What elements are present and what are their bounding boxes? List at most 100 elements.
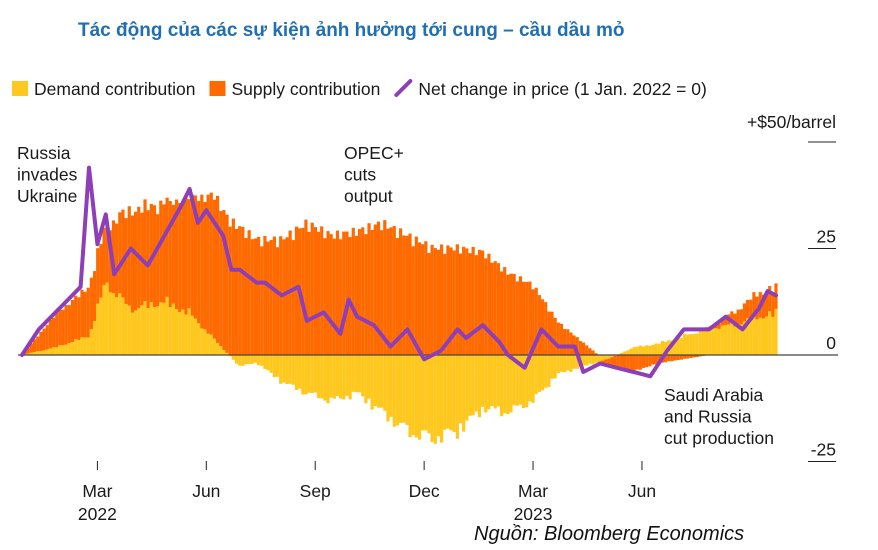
supply-bar — [219, 211, 223, 347]
demand-bar — [99, 297, 103, 355]
demand-bar — [648, 345, 652, 355]
demand-bar — [424, 355, 428, 431]
supply-bar — [209, 192, 213, 335]
supply-bar — [364, 234, 368, 355]
supply-bar — [39, 331, 43, 352]
supply-bar — [544, 302, 548, 355]
demand-bar — [351, 355, 355, 392]
supply-bar — [682, 355, 687, 359]
demand-bar — [487, 355, 491, 410]
demand-bar — [348, 355, 352, 400]
demand-bar — [408, 355, 412, 438]
supply-bar — [187, 199, 191, 309]
supply-bar — [238, 226, 242, 355]
supply-bar — [351, 227, 355, 355]
demand-bar — [462, 355, 466, 432]
demand-bar — [673, 339, 677, 355]
supply-bar — [764, 291, 769, 317]
supply-bar — [168, 201, 172, 307]
demand-bar — [115, 297, 119, 355]
supply-bar — [506, 274, 510, 355]
x-tick-label-4: Dec — [409, 481, 440, 501]
supply-bar — [51, 317, 56, 348]
demand-bar — [354, 355, 359, 393]
supply-bar — [294, 226, 299, 355]
demand-bar — [402, 355, 406, 423]
supply-bar — [481, 250, 485, 355]
supply-bar — [67, 305, 71, 344]
supply-bar — [667, 355, 671, 362]
demand-bar — [392, 355, 396, 427]
demand-bar — [238, 355, 242, 366]
supply-bar — [323, 238, 327, 355]
supply-bar — [367, 223, 371, 355]
supply-bar — [329, 234, 333, 355]
demand-bar — [455, 355, 459, 439]
legend-label-2: Supply contribution — [231, 79, 380, 99]
supply-bar — [165, 197, 169, 297]
demand-bar — [711, 328, 715, 355]
supply-bar — [749, 299, 753, 321]
supply-bar — [458, 253, 463, 355]
supply-bar — [102, 227, 106, 286]
supply-bar — [212, 199, 217, 339]
legend-label-1: Demand contribution — [34, 79, 195, 99]
demand-bar — [553, 355, 557, 379]
supply-bar — [465, 248, 469, 355]
supply-bar — [528, 281, 532, 355]
demand-bar — [749, 320, 753, 355]
supply-bar — [310, 222, 314, 355]
demand-bar — [559, 355, 564, 372]
supply-bar — [121, 209, 125, 298]
supply-bar — [768, 286, 772, 312]
supply-bar — [607, 358, 611, 368]
supply-bar — [203, 202, 207, 330]
demand-bar — [645, 345, 649, 355]
supply-bar — [575, 337, 579, 355]
demand-bar — [405, 355, 409, 425]
demand-bar — [159, 302, 163, 355]
demand-bar — [323, 355, 327, 401]
supply-bar — [228, 226, 232, 355]
demand-bar — [518, 355, 523, 405]
demand-bar — [272, 355, 276, 378]
supply-bar — [320, 226, 324, 355]
supply-bar — [174, 199, 179, 310]
supply-bar — [263, 235, 267, 355]
demand-bar — [594, 355, 598, 363]
supply-bar — [670, 355, 674, 362]
supply-bar — [380, 230, 384, 355]
demand-bar — [610, 355, 614, 358]
demand-bar — [260, 355, 264, 366]
supply-bar — [512, 273, 516, 355]
supply-bar — [313, 227, 317, 355]
demand-bar — [156, 306, 160, 355]
demand-bar — [55, 347, 59, 355]
demand-bar — [118, 293, 122, 355]
demand-bar — [178, 312, 182, 355]
supply-bar — [455, 244, 459, 355]
supply-bar — [537, 295, 541, 355]
supply-bar — [348, 237, 352, 355]
demand-bar — [326, 355, 330, 404]
supply-bar — [622, 355, 627, 369]
supply-bar — [197, 200, 201, 324]
supply-bar — [184, 197, 188, 315]
demand-bar — [39, 351, 43, 355]
demand-bar — [774, 308, 778, 355]
supply-bar — [354, 235, 359, 355]
supply-bar — [698, 355, 702, 357]
supply-bar — [55, 313, 59, 348]
supply-bar — [45, 325, 49, 350]
demand-bar — [42, 350, 46, 355]
chart-title: Tác động của các sự kiện ảnh hưởng tới c… — [78, 20, 625, 41]
annotation-3-line-3: cut production — [664, 428, 774, 448]
demand-bar — [137, 308, 141, 355]
supply-bar — [550, 311, 554, 355]
demand-bar — [723, 324, 728, 355]
demand-bar — [320, 355, 324, 399]
demand-bar — [506, 355, 510, 415]
demand-bar — [225, 352, 229, 355]
demand-bar — [209, 334, 213, 355]
supply-bar — [452, 250, 456, 355]
